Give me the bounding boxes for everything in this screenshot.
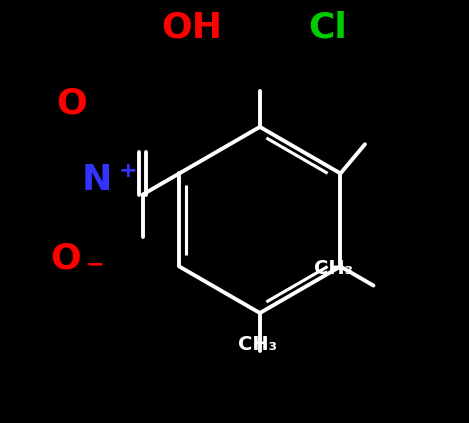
Text: N: N: [82, 163, 112, 197]
Text: OH: OH: [162, 11, 223, 44]
Text: O: O: [56, 87, 87, 121]
Text: O: O: [50, 241, 81, 275]
Text: +: +: [118, 161, 137, 181]
Text: Cl: Cl: [308, 11, 347, 44]
Text: −: −: [86, 254, 104, 275]
Text: CH₃: CH₃: [238, 335, 277, 354]
Text: CH₃: CH₃: [314, 259, 354, 278]
